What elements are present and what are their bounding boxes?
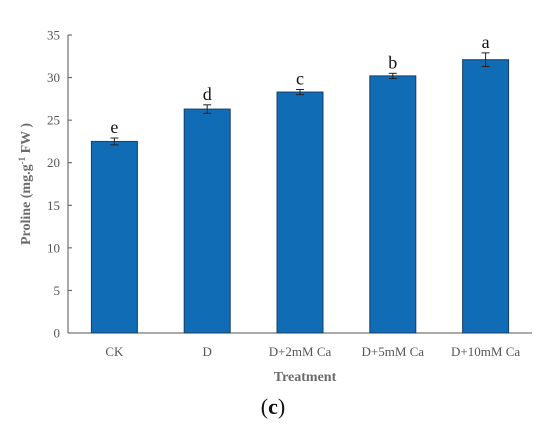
significance-letter: e <box>110 117 118 137</box>
significance-letter: d <box>203 84 212 104</box>
x-axis-title: Treatment <box>274 370 337 385</box>
x-tick-label: D+2mM Ca <box>269 344 332 359</box>
panel-label-open: ( <box>261 394 268 419</box>
bar <box>183 108 231 334</box>
bar <box>276 91 324 334</box>
panel-label-close: ) <box>278 394 285 419</box>
y-tick-label: 10 <box>47 240 60 255</box>
panel-label-letter: c <box>268 394 278 419</box>
bar <box>90 140 138 334</box>
bar <box>369 75 417 334</box>
significance-letters: e d c b a <box>110 32 489 137</box>
tick-labels: 0 5 10 15 20 25 30 35 CK D D+2mM Ca D+5mM Ca D+10mM … <box>47 28 520 360</box>
x-tick-label: D+5mM Ca <box>362 344 425 359</box>
y-axis-title: Proline (mg.g-1 FW ) <box>17 123 34 245</box>
y-tick-label: 0 <box>54 326 61 341</box>
bar <box>462 59 510 334</box>
error-bars <box>110 52 490 146</box>
x-tick-label: D+10mM Ca <box>451 344 520 359</box>
y-axis-title-main: Proline (mg.g <box>19 164 34 245</box>
x-tick-label: CK <box>105 344 124 359</box>
y-tick-label: 25 <box>47 113 60 128</box>
y-tick-label: 20 <box>47 155 60 170</box>
y-tick-label: 5 <box>54 283 61 298</box>
bars <box>90 59 510 334</box>
significance-letter: c <box>296 68 304 88</box>
y-axis-title-sup: -1 <box>17 156 27 164</box>
y-tick-label: 35 <box>47 28 60 43</box>
y-tick-label: 30 <box>47 70 60 85</box>
significance-letter: b <box>388 52 397 72</box>
x-tick-label: D <box>203 344 212 359</box>
significance-letter: a <box>482 32 490 52</box>
y-axis-title-tail: FW ) <box>19 123 34 157</box>
y-tick-label: 15 <box>47 198 60 213</box>
panel-label: (c) <box>261 394 285 419</box>
